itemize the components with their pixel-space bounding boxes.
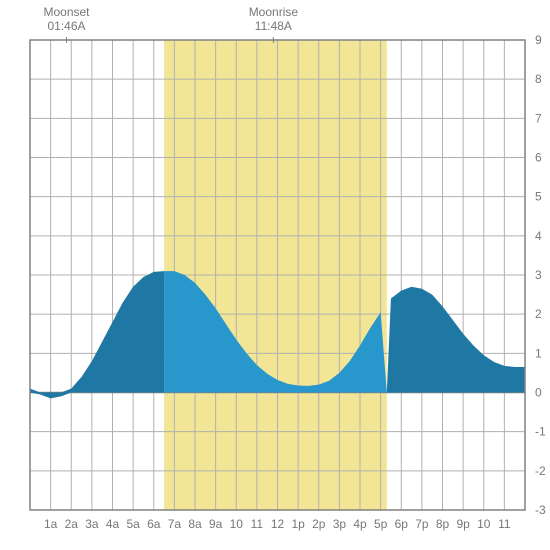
- moonrise-label: Moonrise: [249, 5, 299, 19]
- y-tick-label: 3: [535, 268, 542, 282]
- x-tick-label: 10: [477, 517, 491, 531]
- x-tick-label: 8a: [188, 517, 202, 531]
- moonset-label: Moonset: [43, 5, 90, 19]
- x-tick-label: 10: [230, 517, 244, 531]
- x-tick-label: 11: [251, 517, 264, 531]
- y-tick-label: -1: [535, 425, 546, 439]
- x-tick-label: 5a: [126, 517, 140, 531]
- chart-svg: 1a2a3a4a5a6a7a8a9a1011121p2p3p4p5p6p7p8p…: [0, 0, 550, 550]
- tide-chart: 1a2a3a4a5a6a7a8a9a1011121p2p3p4p5p6p7p8p…: [0, 0, 550, 550]
- x-tick-label: 8p: [436, 517, 450, 531]
- x-tick-label: 5p: [374, 517, 388, 531]
- y-tick-label: -3: [535, 503, 546, 517]
- x-tick-label: 7p: [415, 517, 429, 531]
- x-tick-label: 3p: [333, 517, 347, 531]
- x-tick-label: 11: [498, 517, 511, 531]
- moonset-time: 01:46A: [47, 19, 85, 33]
- y-tick-label: 5: [535, 190, 542, 204]
- x-tick-label: 2p: [312, 517, 326, 531]
- y-tick-label: 7: [535, 111, 542, 125]
- y-tick-label: 8: [535, 72, 542, 86]
- x-tick-label: 4p: [353, 517, 367, 531]
- y-tick-label: 2: [535, 307, 542, 321]
- y-tick-label: 0: [535, 386, 542, 400]
- y-tick-label: 6: [535, 151, 542, 165]
- moonrise-time: 11:48A: [255, 19, 292, 33]
- x-tick-label: 9p: [456, 517, 470, 531]
- x-tick-label: 6a: [147, 517, 161, 531]
- x-tick-label: 7a: [168, 517, 182, 531]
- x-tick-label: 1a: [44, 517, 58, 531]
- x-tick-label: 6p: [395, 517, 409, 531]
- x-tick-label: 3a: [85, 517, 99, 531]
- y-tick-label: 9: [535, 33, 542, 47]
- x-tick-label: 2a: [65, 517, 79, 531]
- x-tick-label: 1p: [291, 517, 305, 531]
- x-tick-label: 12: [271, 517, 285, 531]
- y-tick-label: 4: [535, 229, 542, 243]
- y-tick-label: -2: [535, 464, 546, 478]
- y-tick-label: 1: [535, 346, 542, 360]
- x-tick-label: 9a: [209, 517, 223, 531]
- x-tick-label: 4a: [106, 517, 120, 531]
